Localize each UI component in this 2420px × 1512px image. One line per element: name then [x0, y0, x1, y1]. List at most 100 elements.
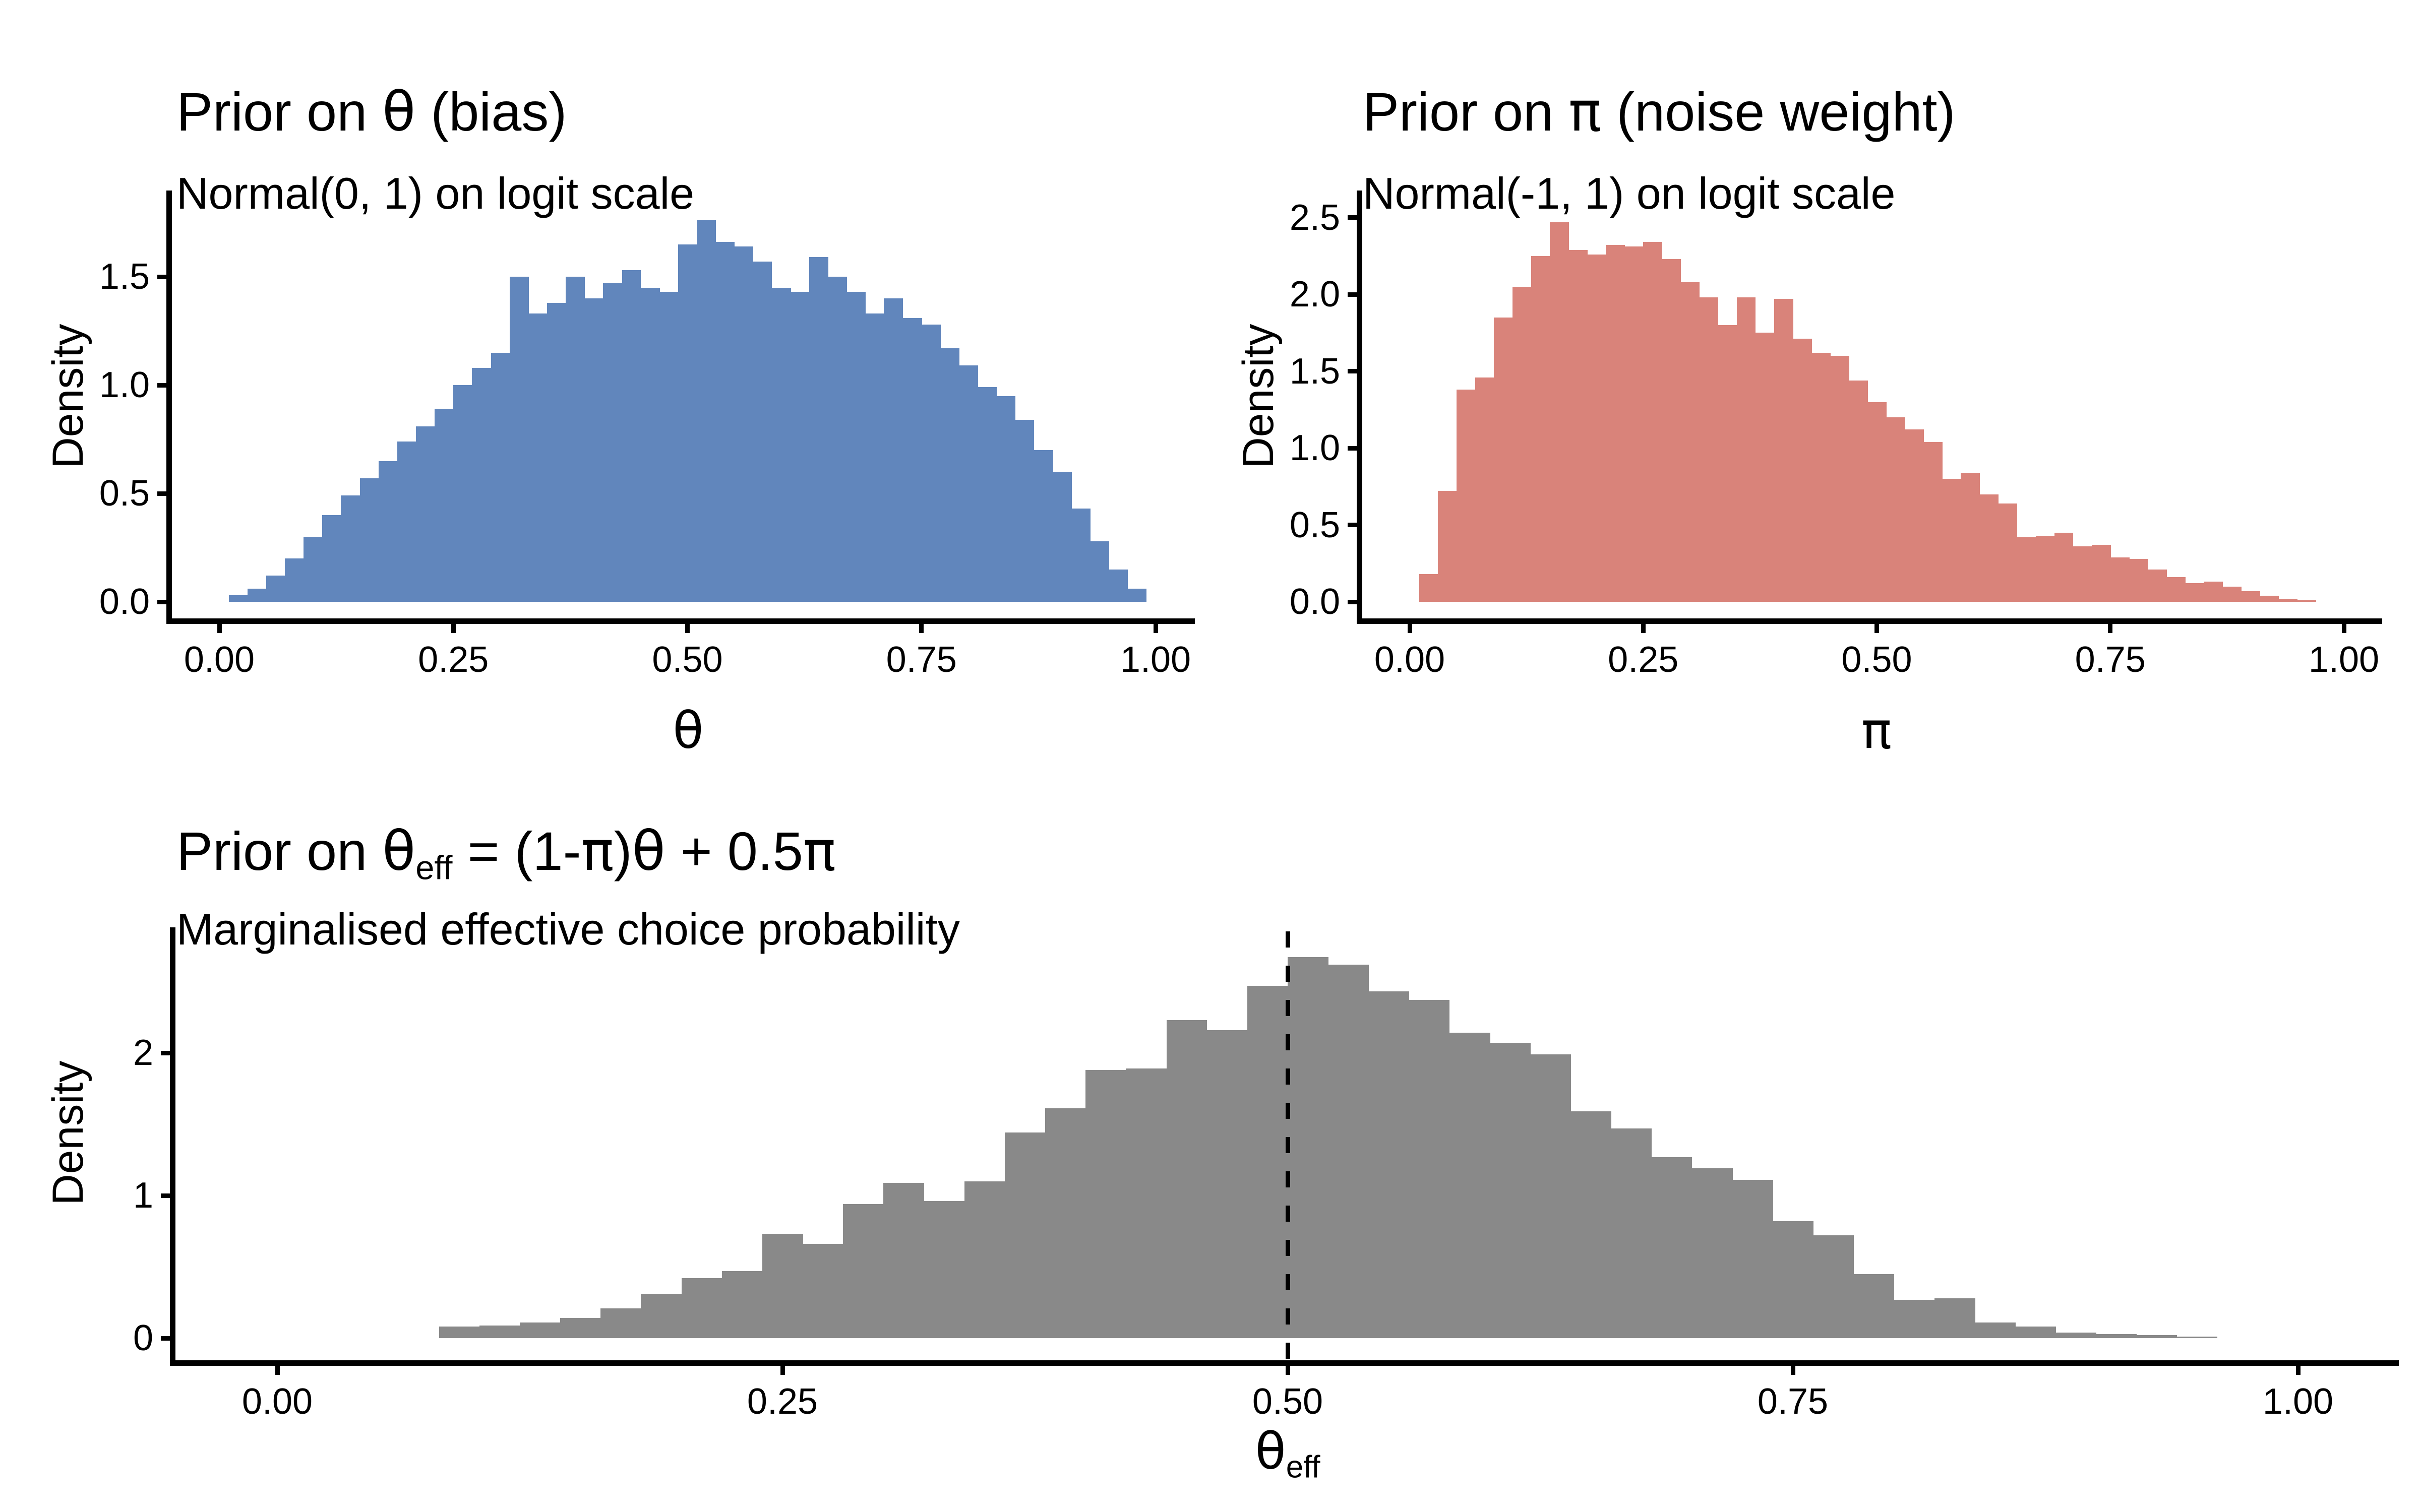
x-tick-mark	[2295, 1365, 2301, 1375]
histogram-bar	[753, 261, 772, 602]
x-tick-label: 0.50	[1841, 640, 1912, 680]
y-tick-mark	[1347, 599, 1357, 604]
y-tick-mark	[1347, 215, 1357, 220]
y-axis-line	[169, 927, 175, 1366]
histogram-bar	[1531, 256, 1550, 602]
histogram-bar	[284, 558, 304, 602]
histogram-bar	[2054, 532, 2074, 602]
x-tick-mark	[1153, 623, 1158, 633]
histogram-bar	[378, 461, 398, 602]
histogram-bar	[519, 1322, 561, 1338]
x-tick-mark	[919, 623, 924, 633]
histogram-bar	[1934, 1298, 1975, 1338]
histogram-bar	[1923, 442, 1943, 602]
x-tick-label: 0.00	[1374, 640, 1445, 680]
histogram-bar	[902, 318, 922, 602]
histogram-bar	[771, 287, 791, 602]
histogram-bar	[721, 1271, 763, 1338]
y-tick-label: 1.0	[99, 365, 150, 405]
y-tick-label: 1.5	[99, 257, 150, 297]
x-tick-label: 0.50	[1252, 1381, 1323, 1422]
histogram-bar	[790, 292, 810, 602]
x-axis-title: π	[1861, 706, 1892, 756]
panel-title: Prior on θ (bias)	[176, 84, 567, 140]
histogram-bar	[1606, 245, 1625, 602]
x-tick-mark	[2108, 623, 2113, 633]
histogram-bar	[940, 348, 959, 602]
histogram-bar	[304, 537, 323, 602]
histogram-bar	[964, 1181, 1005, 1338]
histogram-bar	[1662, 259, 1681, 602]
x-tick-label: 0.00	[241, 1381, 313, 1422]
text-segment: (bias)	[415, 81, 567, 142]
histogram-bar	[322, 515, 342, 602]
histogram-bar	[1998, 503, 2018, 602]
histogram-bar	[1699, 297, 1719, 602]
histogram-bar	[2260, 595, 2279, 602]
histogram-bar	[2278, 598, 2298, 602]
text-segment: )	[614, 820, 632, 881]
y-tick-label: 2.5	[1289, 197, 1340, 238]
x-tick-label: 0.75	[886, 640, 957, 680]
histogram-bar	[1680, 282, 1700, 602]
histogram-bar	[1905, 429, 1924, 602]
histogram-bar	[1126, 1068, 1167, 1338]
x-tick-label: 0.25	[418, 640, 489, 680]
histogram-bar	[1587, 254, 1606, 602]
panel-title: Prior on π (noise weight)	[1363, 84, 1956, 140]
histogram-bar	[1456, 390, 1476, 602]
histogram-bar	[715, 242, 735, 602]
histogram-bar	[1015, 419, 1035, 602]
x-tick-mark	[2341, 623, 2346, 633]
histogram-bar	[560, 1318, 601, 1338]
y-tick-label: 2	[133, 1033, 153, 1073]
histogram-bar	[1830, 356, 1849, 602]
histogram-bar	[359, 478, 379, 602]
y-tick-mark	[1347, 446, 1357, 451]
y-tick-label: 1.5	[1289, 351, 1340, 392]
histogram-bar	[2241, 591, 2261, 602]
text-segment: = (1-	[452, 820, 581, 881]
histogram-bar	[865, 313, 885, 602]
greek-letter: θ	[673, 701, 704, 760]
x-tick-mark	[1874, 623, 1879, 633]
histogram-bar	[1045, 1108, 1086, 1338]
histogram-bar	[435, 409, 454, 602]
histogram-bar	[1109, 569, 1128, 602]
histogram-bar	[453, 385, 473, 602]
x-axis-line	[169, 1360, 2399, 1366]
x-tick-mark	[451, 623, 456, 633]
greek-letter: π	[803, 820, 836, 883]
y-axis-title: Density	[44, 1060, 92, 1206]
x-axis-line	[166, 618, 1195, 624]
histogram-bar	[528, 313, 548, 602]
histogram-bar	[1475, 377, 1494, 602]
y-axis-title: Density	[44, 324, 92, 469]
histogram-bar	[1732, 1179, 1773, 1338]
histogram-bar	[2176, 1337, 2218, 1338]
histogram-bar	[678, 244, 697, 602]
x-axis-title: θeff	[1255, 1426, 1320, 1483]
greek-letter: θ	[632, 820, 666, 883]
histogram-bar	[1886, 417, 1905, 602]
y-tick-mark	[157, 599, 166, 604]
histogram-bar	[1894, 1299, 1935, 1338]
histogram-bar	[1052, 472, 1072, 602]
histogram-bar	[1942, 479, 1962, 602]
histogram-bar	[547, 302, 566, 602]
histogram-bar	[1848, 380, 1868, 602]
y-tick-label: 0.5	[99, 473, 150, 514]
histogram-bar	[884, 298, 903, 602]
histogram-bar	[2091, 545, 2111, 602]
histogram-bar	[1493, 317, 1513, 602]
histogram-bar	[2017, 537, 2036, 602]
x-tick-mark	[1285, 1365, 1290, 1375]
histogram-bar	[509, 277, 529, 602]
x-axis-line	[1356, 618, 2382, 624]
y-tick-mark	[160, 1336, 170, 1341]
histogram-bar	[978, 387, 997, 602]
x-tick-label: 1.00	[1120, 640, 1191, 680]
histogram-bar	[247, 589, 267, 602]
histogram-bar	[1736, 297, 1756, 602]
histogram-bar	[1085, 1069, 1127, 1338]
